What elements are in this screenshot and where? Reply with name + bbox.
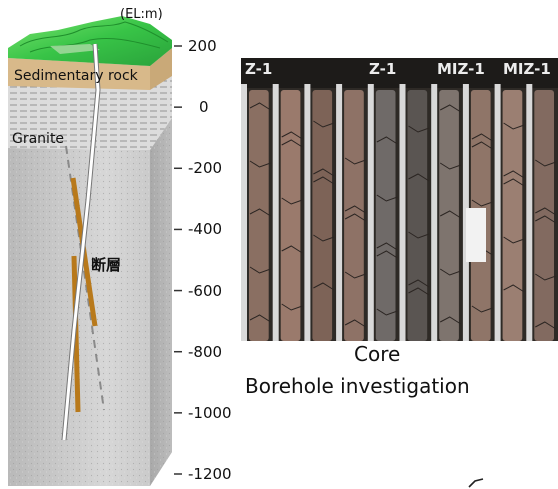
borehole-investigation-caption: Borehole investigation bbox=[245, 374, 470, 398]
sedimentary-rock-label: Sedimentary rock bbox=[14, 68, 138, 84]
check-mark-icon bbox=[468, 478, 484, 488]
core-tag: Z-1 bbox=[245, 60, 272, 78]
tick-label: 0 bbox=[199, 98, 209, 117]
core-photo: Z-1 Z-1 MIZ-1 MIZ-1 bbox=[241, 58, 558, 341]
tick-label: -200 bbox=[188, 159, 223, 178]
sedimentary-layer bbox=[8, 48, 172, 150]
tick-label: -400 bbox=[188, 220, 223, 239]
elevation-unit: (EL:m) bbox=[120, 7, 163, 22]
core-tag: MIZ-1 bbox=[437, 60, 485, 78]
core-caption: Core bbox=[354, 342, 401, 366]
tick-label: 200 bbox=[188, 37, 217, 55]
elevation-axis bbox=[174, 45, 182, 475]
core-tag: Z-1 bbox=[369, 60, 396, 78]
fault-label: 断層 bbox=[91, 256, 122, 274]
tick-label: -1200 bbox=[188, 465, 232, 483]
terrain-surface bbox=[8, 16, 172, 66]
tick-label: -600 bbox=[188, 281, 223, 300]
core-tag: MIZ-1 bbox=[503, 60, 551, 78]
tick-label: -1000 bbox=[188, 403, 232, 422]
granite-label: Granite bbox=[12, 131, 65, 147]
tick-label: -800 bbox=[188, 342, 223, 361]
